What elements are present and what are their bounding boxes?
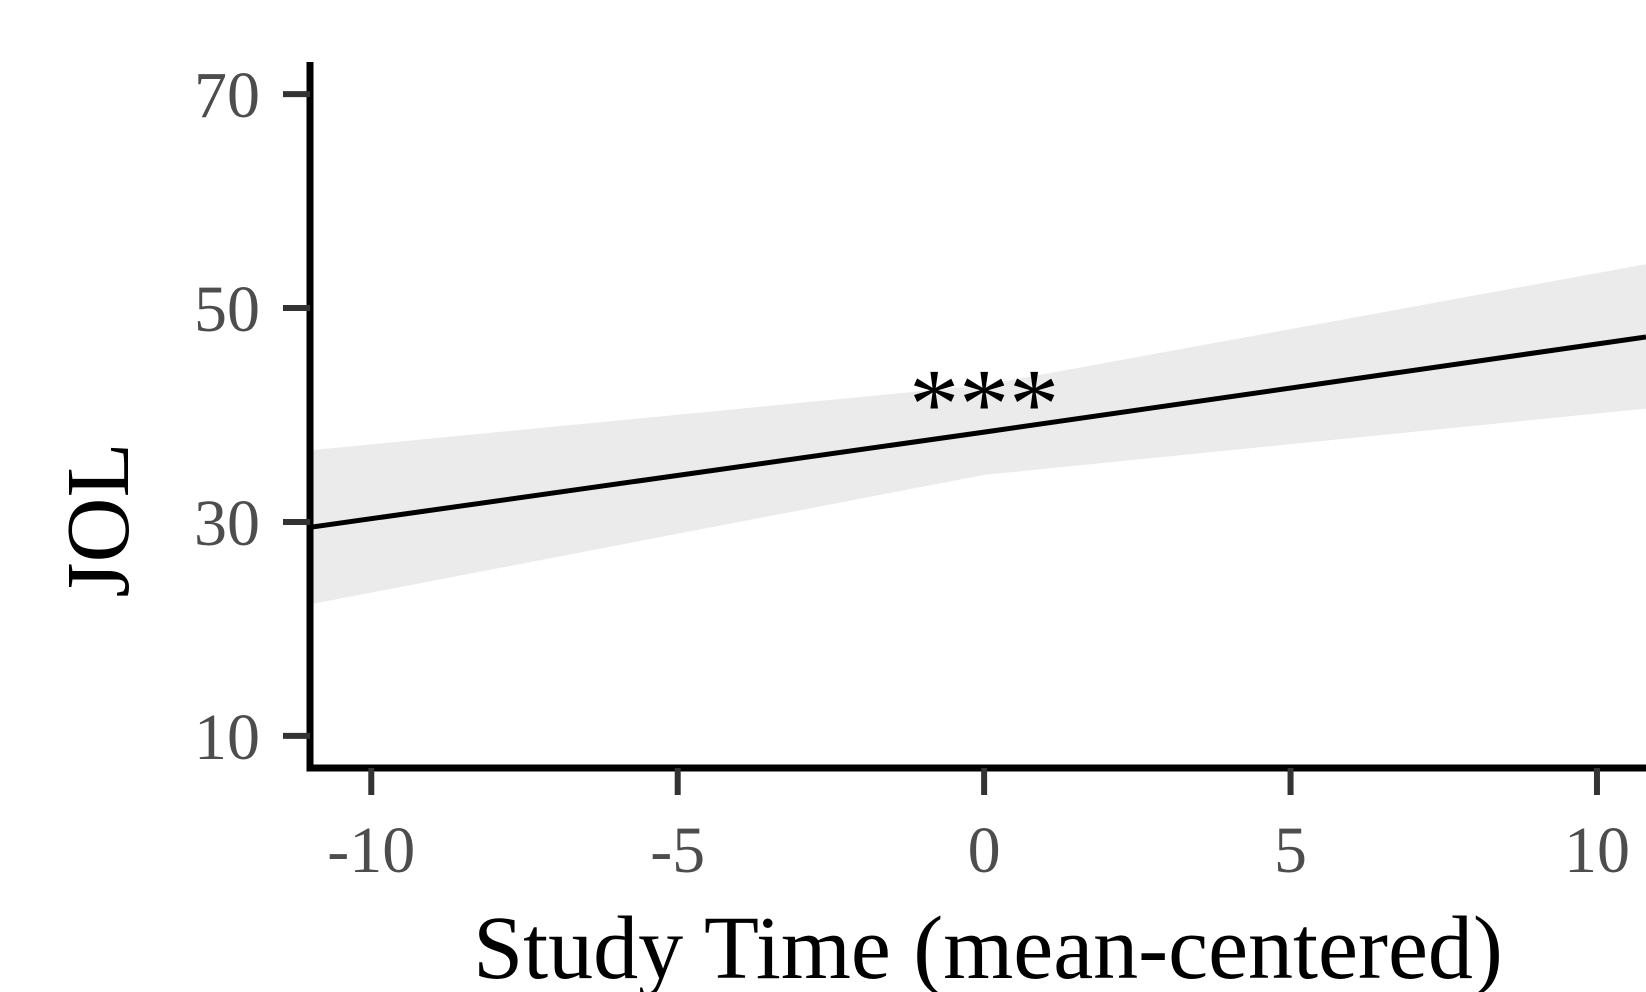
plot-area: *** bbox=[309, 264, 1646, 605]
y-tick-label-50: 50 bbox=[194, 273, 260, 346]
axes: 10 30 50 70 -10 -5 0 5 10 bbox=[194, 59, 1646, 887]
regression-line-0 bbox=[309, 334, 1646, 530]
x-tick-label--10: -10 bbox=[327, 814, 415, 887]
y-tick-label-30: 30 bbox=[194, 487, 260, 560]
x-axis-title: Study Time (mean-centered) bbox=[473, 899, 1503, 992]
y-tick-label-10: 10 bbox=[194, 701, 260, 774]
x-tick-label-10: 10 bbox=[1564, 814, 1630, 887]
y-tick-label-70: 70 bbox=[194, 59, 260, 132]
significance-annotation: *** bbox=[909, 348, 1059, 459]
x-tick-label-5: 5 bbox=[1274, 814, 1307, 887]
x-tick-label--5: -5 bbox=[650, 814, 705, 887]
x-tick-label-0: 0 bbox=[968, 814, 1001, 887]
y-axis-title: JOL bbox=[49, 443, 148, 598]
